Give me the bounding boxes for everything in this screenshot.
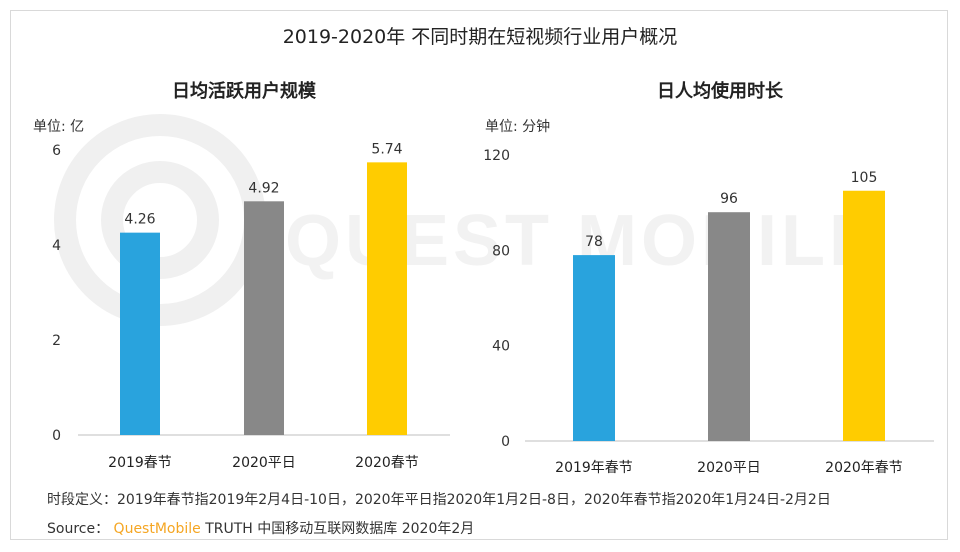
y-tick-label: 120 — [483, 148, 510, 164]
source-brand: QuestMobile — [113, 521, 201, 537]
bar-1 — [120, 232, 160, 435]
bar-1 — [573, 255, 615, 441]
bar-value-label: 78 — [585, 234, 603, 250]
x-category-label: 2019年春节 — [555, 460, 633, 476]
source-text: TRUTH 中国移动互联网数据库 2020年2月 — [205, 521, 475, 537]
y-tick-label: 4 — [52, 238, 61, 254]
bar-value-label: 5.74 — [371, 141, 402, 157]
x-category-label: 2020平日 — [232, 455, 296, 471]
bar-2 — [708, 212, 750, 441]
x-category-label: 2020春节 — [355, 455, 419, 471]
y-tick-label: 40 — [492, 339, 510, 355]
footnote: 时段定义：2019年春节指2019年2月4日-10日，2020年平日指2020年… — [47, 492, 831, 508]
bar-value-label: 105 — [851, 170, 878, 186]
bar-3 — [367, 162, 407, 435]
bar-2 — [244, 201, 284, 435]
y-tick-label: 0 — [501, 434, 510, 450]
source-line: Source： QuestMobile TRUTH 中国移动互联网数据库 202… — [47, 518, 474, 538]
chart-title: 日均活跃用户规模 — [172, 80, 317, 102]
source-label: Source： — [47, 521, 110, 537]
main-title: 2019-2020年 不同时期在短视频行业用户概况 — [282, 26, 678, 48]
unit-label: 单位: 亿 — [33, 119, 84, 135]
y-tick-label: 0 — [52, 428, 61, 444]
bar-value-label: 4.26 — [124, 212, 155, 228]
chart-frame — [10, 10, 948, 540]
x-category-label: 2019春节 — [108, 455, 172, 471]
bar-value-label: 96 — [720, 191, 738, 207]
bar-value-label: 4.92 — [248, 180, 279, 196]
x-category-label: 2020平日 — [697, 460, 761, 476]
chart-title: 日人均使用时长 — [657, 80, 784, 102]
bar-3 — [843, 190, 885, 441]
x-category-label: 2020年春节 — [825, 460, 903, 476]
unit-label: 单位: 分钟 — [485, 118, 550, 135]
y-tick-label: 80 — [492, 243, 510, 259]
y-tick-label: 6 — [52, 143, 61, 159]
y-tick-label: 2 — [52, 333, 61, 349]
